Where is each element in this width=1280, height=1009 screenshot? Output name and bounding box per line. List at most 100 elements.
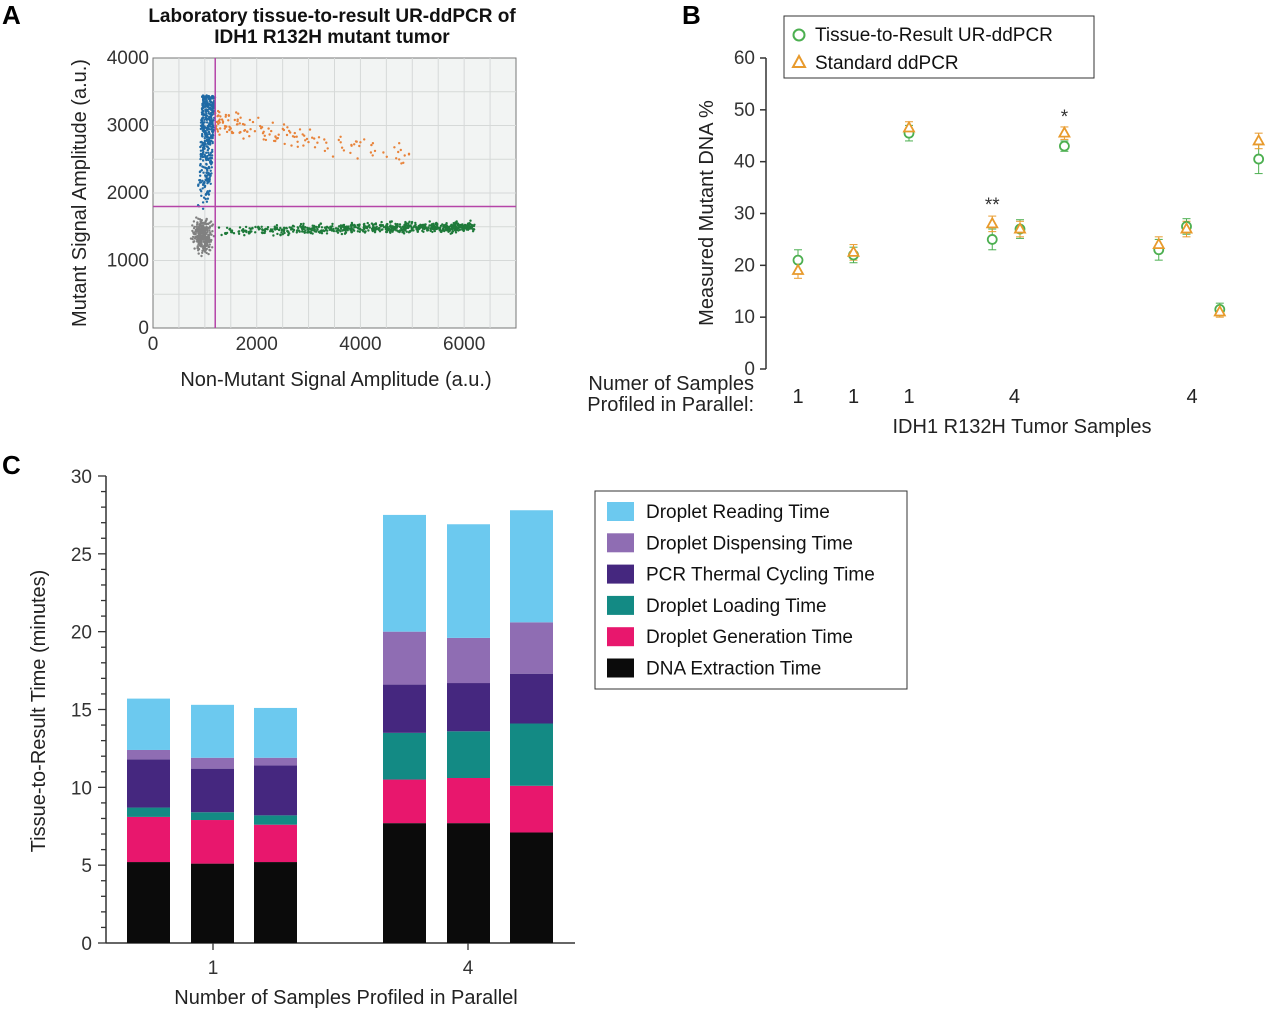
droplet-point: [194, 235, 198, 239]
droplet-point: [210, 108, 213, 112]
droplet-point: [200, 119, 203, 122]
droplet-point: [290, 144, 293, 147]
droplet-point: [203, 137, 206, 140]
droplet-point: [393, 146, 396, 149]
droplet-point: [197, 183, 200, 186]
droplet-point: [236, 120, 239, 123]
droplet-point: [248, 135, 251, 138]
bar-segment: [383, 514, 426, 632]
significance-marker: *: [1061, 107, 1069, 128]
droplet-point: [339, 224, 343, 227]
droplet-point: [208, 189, 211, 193]
droplet-point: [339, 226, 342, 229]
bar-segment: [191, 812, 234, 821]
y-tick-label: 0: [81, 934, 92, 955]
droplet-point: [441, 223, 444, 226]
bar-segment: [447, 524, 490, 638]
droplet-point: [363, 225, 366, 229]
droplet-point: [208, 173, 212, 176]
droplet-point: [363, 222, 366, 226]
droplet-point: [196, 227, 199, 230]
droplet-point: [275, 224, 279, 227]
y-tick-label: 3000: [107, 116, 149, 137]
droplet-point: [210, 134, 213, 137]
droplet-point: [334, 227, 338, 230]
droplet-point: [287, 233, 290, 237]
y-tick-label: 30: [734, 204, 755, 225]
droplet-point: [208, 123, 212, 126]
droplet-point: [358, 224, 361, 228]
droplet-point: [200, 254, 203, 258]
droplet-point: [399, 148, 402, 152]
droplet-point: [257, 226, 261, 229]
droplet-point: [208, 225, 212, 228]
panel-b-row-label-line-2: Profiled in Parallel:: [587, 394, 754, 416]
droplet-point: [199, 155, 203, 158]
droplet-point: [431, 230, 434, 234]
droplet-point: [304, 226, 307, 229]
droplet-point: [285, 133, 289, 137]
droplet-point: [202, 96, 205, 100]
droplet-point: [320, 232, 324, 235]
droplet-point: [200, 219, 203, 222]
droplet-point: [208, 142, 211, 146]
droplet-point: [363, 138, 366, 141]
droplet-point: [251, 120, 255, 124]
droplet-point: [223, 124, 227, 128]
droplet-point: [206, 244, 209, 247]
droplet-point: [208, 229, 211, 232]
bar-segment: [191, 704, 234, 758]
droplet-point: [220, 233, 223, 237]
panel-b-y-ticks: 0 10 20 30 40 50 60: [734, 48, 766, 380]
ur-ddpcr-point: [986, 234, 998, 245]
droplet-point: [201, 116, 205, 119]
droplet-point: [202, 103, 205, 106]
droplet-point: [205, 134, 208, 137]
droplet-point: [211, 148, 214, 152]
droplet-point: [208, 160, 212, 163]
droplet-point: [385, 155, 388, 158]
droplet-point: [317, 225, 321, 228]
droplet-point: [304, 139, 307, 142]
droplet-point: [455, 220, 458, 223]
droplet-point: [365, 227, 369, 230]
panel-b-group-labels: 111444: [792, 386, 1197, 408]
droplet-point: [387, 228, 390, 231]
droplet-point: [280, 231, 283, 234]
bar-segment: [510, 510, 553, 623]
droplet-point: [201, 187, 204, 190]
droplet-point: [347, 225, 350, 228]
droplet-point: [202, 106, 205, 110]
droplet-point: [244, 225, 248, 229]
droplet-point: [201, 179, 204, 182]
droplet-point: [295, 135, 298, 138]
droplet-point: [206, 105, 210, 109]
standard-ddpcr-point: [791, 263, 805, 275]
droplet-point: [199, 164, 202, 167]
droplet-point: [307, 140, 310, 144]
droplet-point: [206, 95, 209, 98]
droplet-point: [339, 135, 342, 138]
droplet-point: [261, 228, 264, 232]
droplet-point: [220, 118, 224, 121]
droplet-point: [203, 131, 206, 134]
group-label: 4: [463, 958, 474, 979]
droplet-point: [217, 226, 221, 229]
bar-segment: [383, 823, 426, 943]
legend-swatch: [607, 533, 634, 553]
droplet-point: [280, 228, 284, 231]
droplet-point: [366, 221, 369, 225]
droplet-point: [203, 141, 206, 144]
droplet-point: [253, 130, 257, 133]
panel-c-letter: C: [2, 450, 21, 480]
droplet-point: [209, 156, 212, 160]
droplet-point: [337, 225, 341, 228]
x-tick-label: 0: [148, 334, 159, 355]
droplet-point: [204, 174, 207, 177]
droplet-point: [206, 228, 209, 232]
droplet-point: [202, 196, 206, 199]
droplet-point: [277, 133, 280, 136]
droplet-point: [412, 226, 415, 229]
droplet-point: [397, 150, 400, 154]
droplet-point: [210, 117, 213, 120]
